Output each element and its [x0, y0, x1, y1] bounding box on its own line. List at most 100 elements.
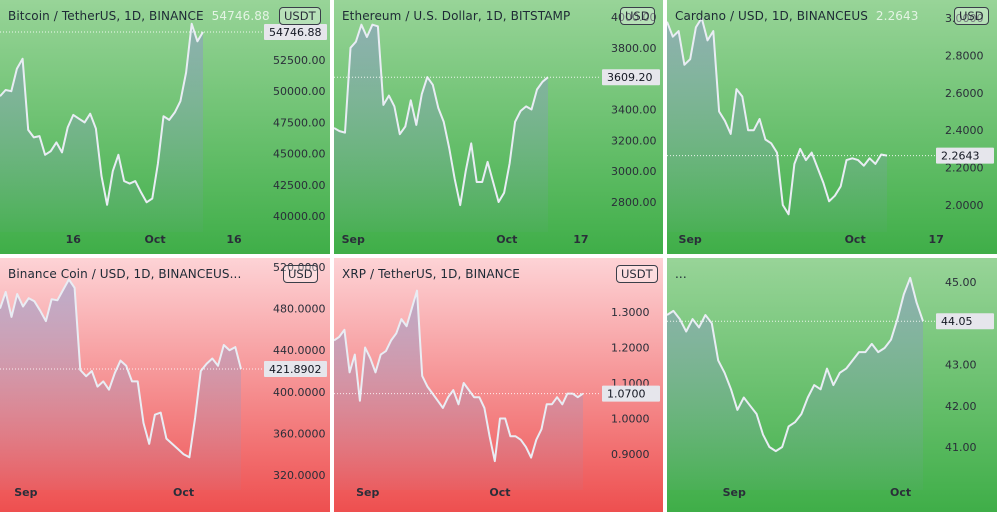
panel-ethereum[interactable]: 4000.003800.003600.003400.003200.003000.…	[334, 0, 663, 254]
y-tick-label: 47500.00	[273, 116, 326, 129]
data-point	[536, 88, 538, 90]
chart-svg-ethereum: 4000.003800.003600.003400.003200.003000.…	[334, 0, 663, 254]
last-price-tag	[264, 23, 327, 40]
data-point	[677, 30, 679, 32]
data-point	[561, 403, 563, 405]
unit-badge[interactable]: USD	[954, 7, 989, 25]
data-point	[129, 182, 131, 184]
data-point	[858, 351, 860, 353]
data-point	[551, 403, 553, 405]
data-point	[718, 110, 720, 112]
series-line	[0, 22, 204, 206]
data-point	[556, 396, 558, 398]
data-point	[38, 135, 40, 137]
y-tick-label: 480.0000	[273, 303, 326, 316]
y-tick-label: 320.0000	[273, 469, 326, 482]
data-point	[400, 318, 402, 320]
data-point	[360, 24, 362, 26]
data-point	[770, 142, 772, 144]
data-point	[755, 413, 757, 415]
x-tick-label: 17	[929, 233, 944, 246]
data-point	[369, 357, 371, 359]
data-point	[10, 90, 12, 92]
data-point	[426, 385, 428, 387]
y-tick-label: 1.2000	[611, 342, 650, 355]
data-point	[520, 439, 522, 441]
data-point	[741, 95, 743, 97]
data-point	[845, 367, 847, 369]
data-point	[96, 385, 98, 387]
series-area	[0, 23, 203, 232]
data-point	[148, 443, 150, 445]
data-point	[55, 141, 57, 143]
data-point	[483, 407, 485, 409]
x-tick-label: Oct	[489, 486, 510, 499]
data-point	[465, 170, 467, 172]
last-price-label: 44.05	[941, 315, 973, 328]
data-point	[459, 204, 461, 206]
series-line	[0, 278, 242, 459]
data-point	[168, 119, 170, 121]
data-point	[452, 389, 454, 391]
chart-title: Cardano / USD, 1D, BINANCEUS 2.2643	[675, 9, 919, 23]
series-line	[667, 276, 924, 453]
panel-cardano[interactable]: 3.0000 2.8000 2.6000 2.4000 2.2000 2.0000 2.26…	[667, 0, 997, 254]
data-point	[50, 298, 52, 300]
data-point	[503, 192, 505, 194]
unit-badge[interactable]: USDT	[616, 265, 658, 283]
data-point	[883, 347, 885, 349]
data-point	[764, 138, 766, 140]
data-point	[704, 314, 706, 316]
unit-badge[interactable]: USDT	[279, 7, 321, 25]
panel-bitcoin[interactable]: 52500.00 50000.00 47500.00 45000.00 42500.00…	[0, 0, 330, 254]
data-point	[509, 435, 511, 437]
data-point	[223, 344, 225, 346]
data-point	[473, 396, 475, 398]
y-tick-label: 2800.00	[611, 196, 657, 209]
data-point	[437, 400, 439, 402]
data-point	[411, 307, 413, 309]
data-point	[787, 213, 789, 215]
data-point	[871, 343, 873, 345]
data-point	[61, 151, 63, 153]
x-tick-label: 16	[66, 233, 82, 246]
last-price-tag	[602, 69, 660, 86]
data-point	[689, 58, 691, 60]
data-point	[546, 403, 548, 405]
data-point	[151, 197, 153, 199]
data-point	[730, 133, 732, 135]
data-point	[28, 297, 30, 299]
data-point	[457, 403, 459, 405]
data-point	[404, 125, 406, 127]
data-point	[137, 380, 139, 382]
unit-badge[interactable]: USD	[283, 265, 318, 283]
data-point	[380, 353, 382, 355]
data-point	[154, 414, 156, 416]
unit-badge[interactable]: USD	[620, 7, 655, 25]
data-point	[393, 105, 395, 107]
data-point	[16, 68, 18, 70]
panel-sixth[interactable]: 45.0044.0043.0042.0041.0044.05SepOct ...	[667, 258, 997, 512]
x-tick-label: Oct	[144, 233, 165, 246]
data-point	[828, 200, 830, 202]
x-tick-label: Sep	[356, 486, 379, 499]
panel-binance-coin[interactable]: 520.0000 480.0000 440.0000 400.0000 360.0000…	[0, 258, 330, 512]
data-point	[478, 396, 480, 398]
data-point	[185, 71, 187, 73]
y-tick-label: 2.4000	[945, 124, 984, 137]
data-point	[679, 318, 681, 320]
chart-title-text: Ethereum / U.S. Dollar, 1D, BITSTAMP	[342, 9, 571, 23]
panel-xrp[interactable]: 1.3000 1.2000 1.1000 1.0000 0.9000 1.0700 Sep O…	[334, 258, 663, 512]
y-tick-label: 45.00	[945, 276, 977, 289]
last-price-tag	[936, 313, 994, 330]
y-tick-label: 4000.00	[611, 11, 657, 24]
x-tick-label: Oct	[890, 486, 911, 499]
data-point	[840, 185, 842, 187]
data-point	[794, 421, 796, 423]
data-point	[338, 130, 340, 132]
data-point	[171, 443, 173, 445]
last-price-tag	[264, 361, 327, 378]
chart-title-value: 54746.88	[211, 9, 270, 23]
